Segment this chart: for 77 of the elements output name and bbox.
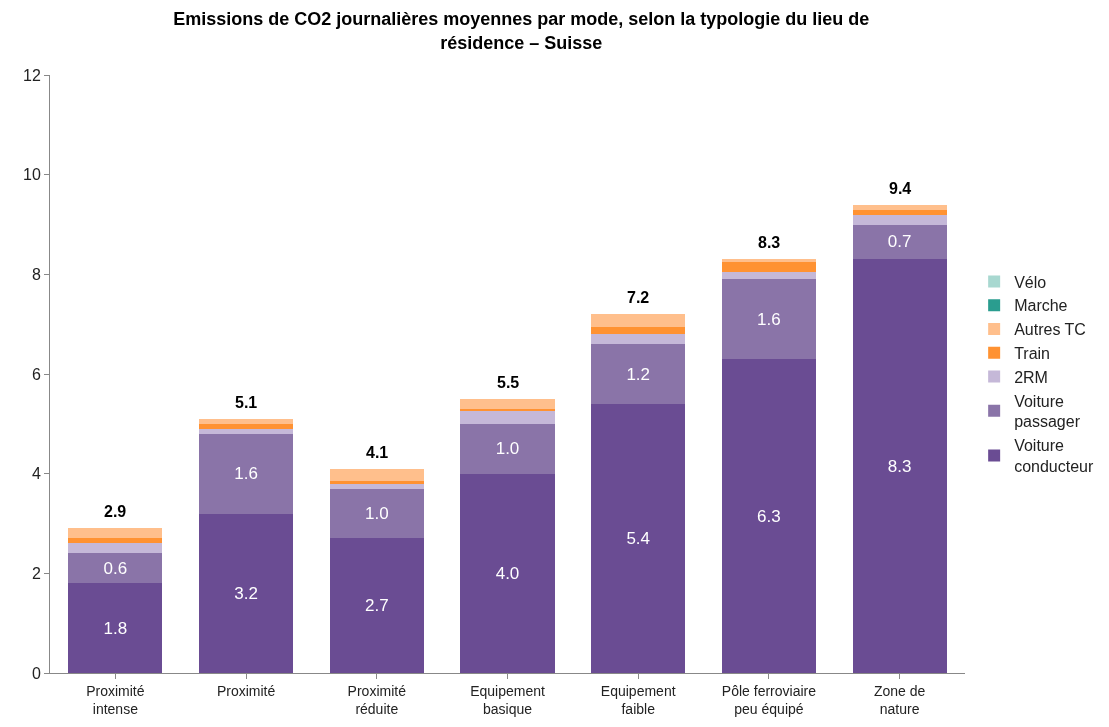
bar: [199, 433, 294, 514]
bar: [68, 543, 163, 554]
x-tick-label: Proximité: [216, 682, 276, 699]
legend-label: Train: [1014, 345, 1051, 363]
total-label: 2.9: [104, 503, 127, 520]
data-label: 1.0: [364, 504, 389, 524]
data-label: 0.7: [887, 232, 912, 252]
x-tick-label: Equipement faible: [600, 682, 676, 717]
x-tick-label: Equipement basique: [470, 682, 545, 717]
bar: [721, 279, 816, 360]
bar: [721, 259, 816, 262]
x-tick-label: Proximité réduite: [347, 682, 407, 717]
legend-label: Voiture passager: [1014, 392, 1081, 431]
legend-label: Autres TC: [1014, 321, 1086, 339]
data-label: 1.2: [626, 364, 651, 384]
data-label: 0.6: [103, 558, 128, 578]
data-label: 5.4: [626, 528, 651, 548]
legend-label: Marche: [1014, 297, 1068, 315]
data-label: 1.6: [234, 464, 258, 484]
legend-label: Vélo: [1014, 273, 1047, 291]
total-label: 4.1: [366, 444, 389, 461]
bar: [199, 418, 294, 424]
data-label: 2.7: [364, 596, 389, 616]
legend-label: Voiture conducteur: [1014, 437, 1094, 476]
bar: [329, 481, 424, 484]
bar: [591, 314, 686, 327]
bar: [460, 398, 555, 409]
y-tick-label: 4: [31, 465, 41, 483]
total-label: 8.3: [758, 234, 781, 251]
y-tick-label: 8: [31, 265, 41, 283]
x-tick-label: Pôle ferroviaire peu équipé: [721, 682, 817, 717]
chart-title: Emissions de CO2 journalières moyennes par mode, selon la typologie du lieu de résidence – Suisse: [173, 9, 870, 53]
bar: [852, 204, 947, 210]
bar: [460, 423, 555, 474]
data-label: 1.8: [103, 618, 128, 638]
data-label: 4.0: [495, 563, 520, 583]
total-label: 7.2: [627, 289, 650, 306]
bar: [460, 411, 555, 424]
bar: [68, 528, 163, 539]
data-label: 6.3: [757, 506, 781, 526]
bar: [721, 261, 816, 272]
bar: [68, 553, 163, 584]
bar: [329, 488, 424, 539]
bar: [329, 468, 424, 482]
bar: [591, 403, 686, 673]
bar: [199, 423, 294, 429]
y-tick-label: 6: [31, 365, 41, 383]
bar: [199, 513, 294, 673]
bar: [591, 334, 686, 345]
data-label: 3.2: [234, 583, 258, 603]
bar: [591, 344, 686, 404]
bar: [852, 259, 947, 673]
total-label: 5.1: [235, 394, 258, 411]
bar: [68, 538, 163, 544]
bar: [852, 209, 947, 215]
data-label: 1.0: [495, 439, 520, 459]
bar: [460, 473, 555, 673]
y-tick-label: 2: [31, 564, 41, 582]
data-label: 1.6: [757, 309, 781, 329]
y-tick-label: 10: [23, 166, 41, 184]
bar: [721, 359, 816, 673]
legend-label: 2RM: [1014, 368, 1048, 386]
x-tick-label: Zone de nature: [873, 682, 926, 717]
bar: [852, 224, 947, 260]
bar: [721, 271, 816, 280]
y-tick-label: 0: [31, 664, 41, 682]
bar: [329, 483, 424, 489]
y-tick-label: 12: [23, 66, 41, 84]
data-label: 8.3: [887, 456, 912, 476]
total-label: 5.5: [497, 374, 520, 391]
bar: [852, 214, 947, 225]
total-label: 9.4: [889, 180, 912, 197]
bar: [329, 538, 424, 673]
x-tick-label: Proximité intense: [86, 682, 145, 717]
bar: [199, 428, 294, 434]
bar: [68, 583, 163, 673]
bar: [591, 326, 686, 335]
